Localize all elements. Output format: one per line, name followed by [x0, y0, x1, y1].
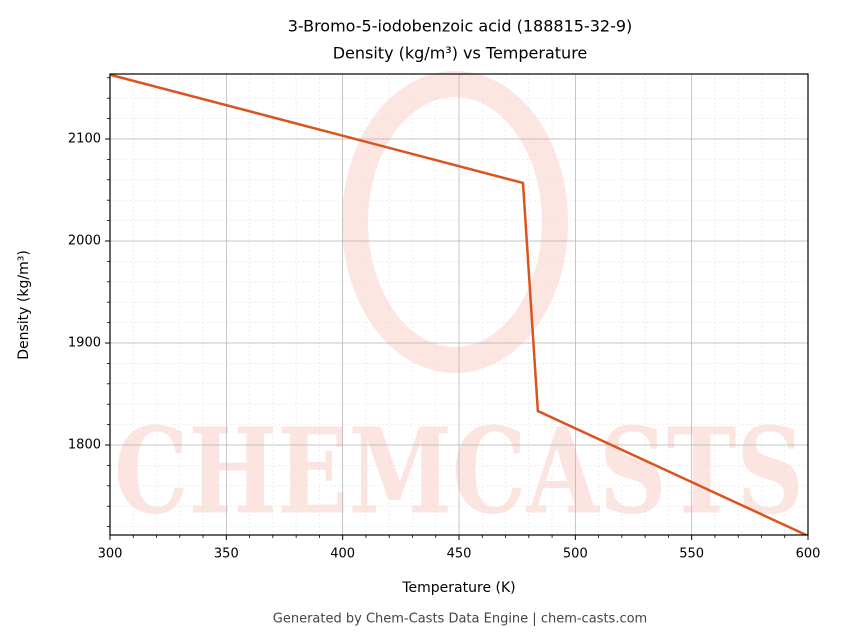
watermark-ring: [342, 71, 568, 373]
x-tick-label: 600: [796, 547, 821, 562]
chart-subtitle: Density (kg/m³) vs Temperature: [333, 44, 588, 63]
y-tick-label: 1900: [68, 336, 101, 351]
x-tick-label: 350: [214, 547, 239, 562]
y-tick-label: 1800: [68, 438, 101, 453]
y-tick-label: 2000: [68, 233, 101, 248]
x-tick-label: 550: [679, 547, 704, 562]
x-tick-label: 300: [98, 547, 123, 562]
data-line: [110, 74, 808, 535]
y-tick-label: 2100: [68, 131, 101, 146]
chart-title: 3-Bromo-5-iodobenzoic acid (188815-32-9): [288, 17, 633, 36]
x-tick-label: 450: [447, 547, 472, 562]
footer: Generated by Chem-Casts Data Engine | ch…: [273, 612, 647, 627]
x-tick-label: 500: [563, 547, 588, 562]
plot-frame: [109, 73, 809, 536]
x-tick-label: 400: [330, 547, 355, 562]
y-axis-label: Density (kg/m³): [16, 250, 32, 360]
x-axis-label: Temperature (K): [401, 580, 515, 596]
